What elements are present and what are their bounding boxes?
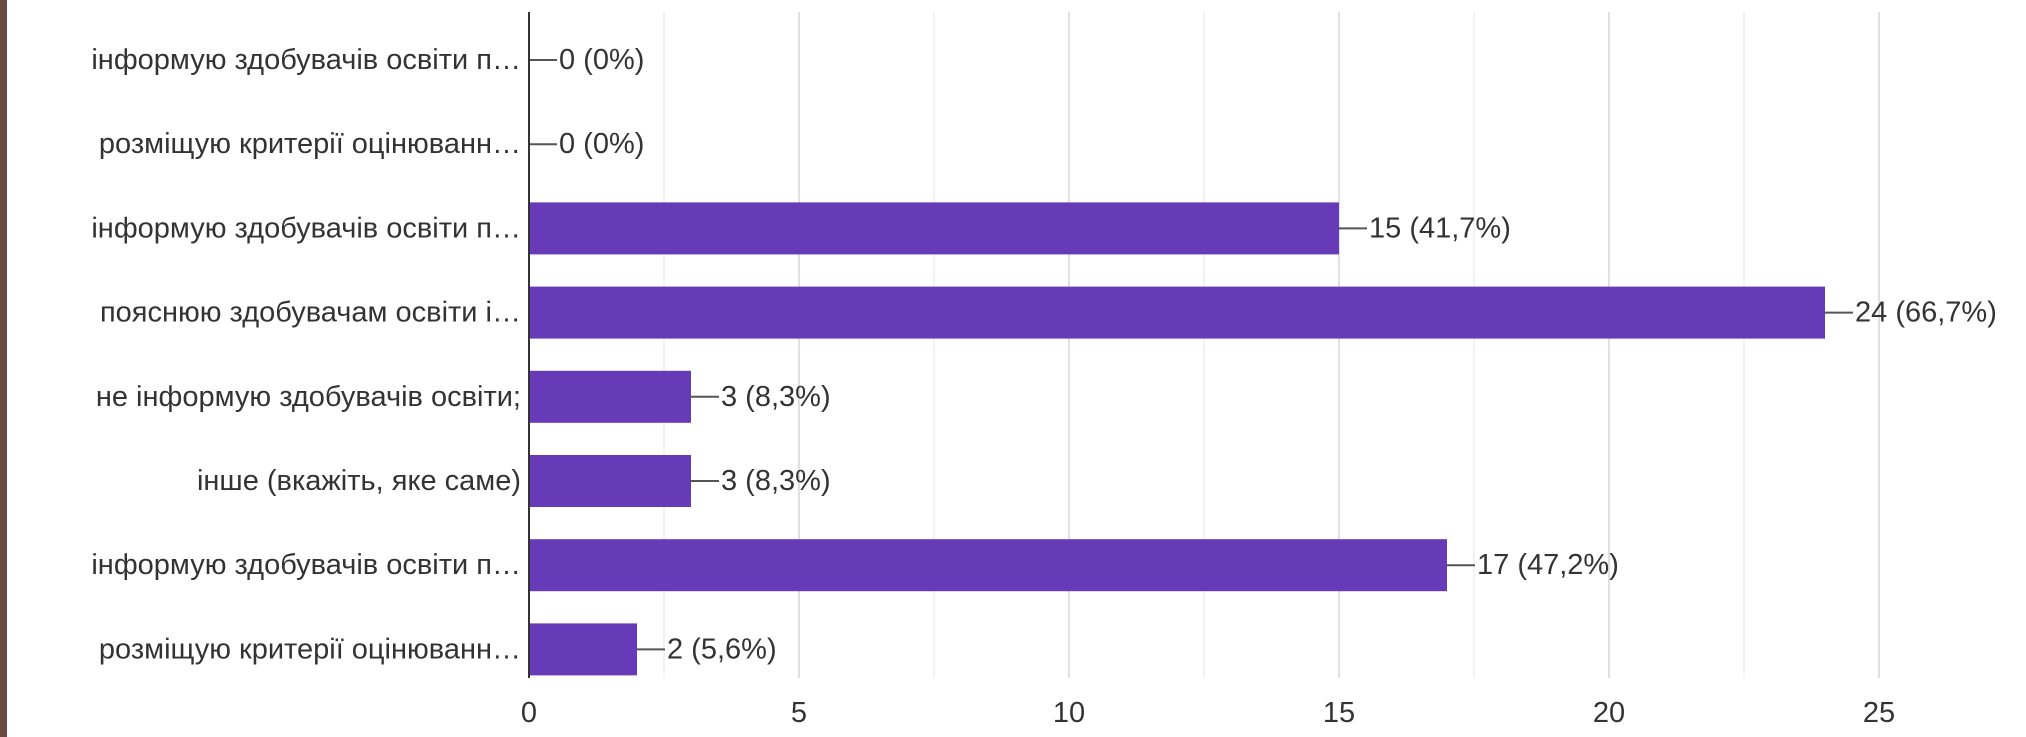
bar: [529, 539, 1447, 592]
x-tick-label: 10: [1053, 697, 1085, 729]
category-label: розміщую критерії оцінюванн…: [99, 128, 521, 160]
bar: [529, 202, 1339, 255]
value-label: 15 (41,7%): [1369, 212, 1511, 244]
category-label: не інформую здобувачів освіти;: [96, 381, 521, 413]
x-tick-label: 5: [791, 697, 807, 729]
bar: [529, 623, 637, 676]
category-label: інформую здобувачів освіти п…: [91, 44, 521, 76]
x-tick-label: 15: [1323, 697, 1355, 729]
category-label: інформую здобувачів освіти п…: [91, 549, 521, 581]
x-tick-label: 25: [1863, 697, 1895, 729]
value-label: 0 (0%): [559, 128, 644, 160]
value-label: 3 (8,3%): [721, 465, 831, 497]
category-labels: інформую здобувачів освіти п… розміщую кр…: [91, 44, 521, 665]
bars: [529, 202, 1825, 676]
value-label: 24 (66,7%): [1855, 297, 1997, 329]
value-label: 17 (47,2%): [1477, 549, 1619, 581]
value-leaders: [529, 59, 1853, 651]
category-label: пояснюю здобувачам освіти і…: [100, 297, 521, 329]
bar: [529, 286, 1825, 339]
category-label: розміщую критерії оцінюванн…: [99, 633, 521, 665]
x-tick-label: 0: [521, 697, 537, 729]
category-label: інформую здобувачів освіти п…: [91, 212, 521, 244]
value-label: 0 (0%): [559, 44, 644, 76]
x-tick-label: 20: [1593, 697, 1625, 729]
x-axis-ticks: 0 5 10 15 20 25: [521, 697, 1895, 729]
value-labels: 0 (0%) 0 (0%) 15 (41,7%) 24 (66,7%) 3 (8,3%)…: [559, 44, 1997, 665]
value-label: 3 (8,3%): [721, 381, 831, 413]
value-label: 2 (5,6%): [667, 633, 777, 665]
category-label: інше (вкажіть, яке саме): [197, 465, 521, 497]
bar: [529, 455, 691, 507]
bar: [529, 370, 691, 423]
left-border-decoration: [0, 0, 7, 737]
